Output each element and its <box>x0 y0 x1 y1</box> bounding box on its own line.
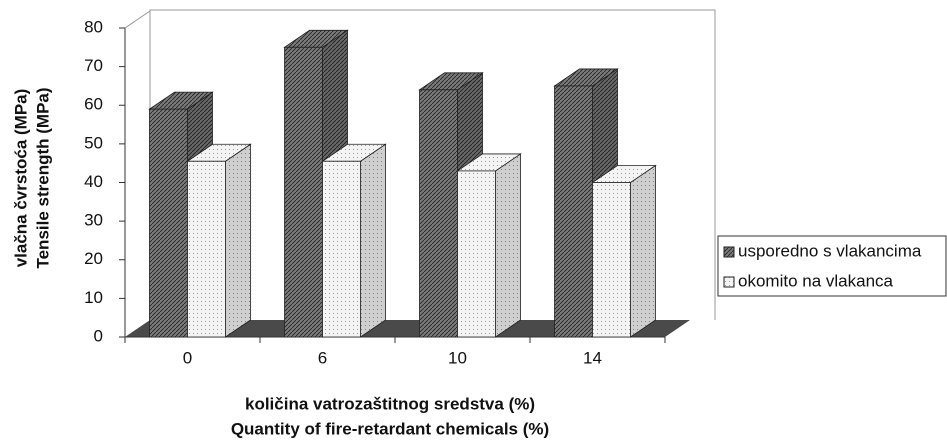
y-tick-label: 30 <box>84 211 103 230</box>
legend-swatch <box>723 246 735 258</box>
y-tick-label: 10 <box>84 288 103 307</box>
legend-label: usporedno s vlakancima <box>738 241 922 260</box>
legend-swatch <box>723 276 735 288</box>
y-tick-label: 60 <box>84 95 103 114</box>
bar-front <box>322 160 361 338</box>
bar-front <box>457 170 496 338</box>
y-tick-label: 0 <box>94 326 103 345</box>
x-axis-title: Quantity of fire-retardant chemicals (%) <box>231 419 549 438</box>
bar <box>591 164 657 338</box>
bar-front <box>554 85 593 338</box>
bar-shade <box>495 153 521 337</box>
x-tick-label: 10 <box>448 348 467 367</box>
y-tick-label: 20 <box>84 249 103 268</box>
y-axis-back <box>124 10 151 29</box>
y-tick-label: 50 <box>84 133 103 152</box>
x-tick-label: 0 <box>183 348 192 367</box>
bar-front <box>149 108 188 338</box>
bar-shade <box>360 144 386 337</box>
x-axis-title: količina vatrozaštitnog sredstva (%) <box>245 394 535 413</box>
bar-shade <box>225 144 251 337</box>
legend-label: okomito na vlakanca <box>738 271 894 290</box>
y-tick-label: 40 <box>84 172 103 191</box>
x-tick-label: 6 <box>318 348 327 367</box>
bar-front <box>284 46 323 338</box>
legend-box <box>717 235 947 297</box>
y-axis-title: vlačna čvrstoća (MPa) <box>11 89 30 268</box>
y-tick-label: 80 <box>84 17 103 36</box>
bar <box>456 153 522 338</box>
bar <box>321 143 387 338</box>
y-tick-label: 70 <box>84 56 103 75</box>
bar-front <box>187 160 226 338</box>
x-tick-label: 14 <box>583 348 602 367</box>
bar <box>186 143 252 338</box>
floor <box>125 320 690 337</box>
bar-front <box>592 182 631 338</box>
y-axis-title: Tensile strength (MPa) <box>33 87 52 268</box>
bar-front <box>419 89 458 338</box>
bar-shade <box>630 165 656 337</box>
